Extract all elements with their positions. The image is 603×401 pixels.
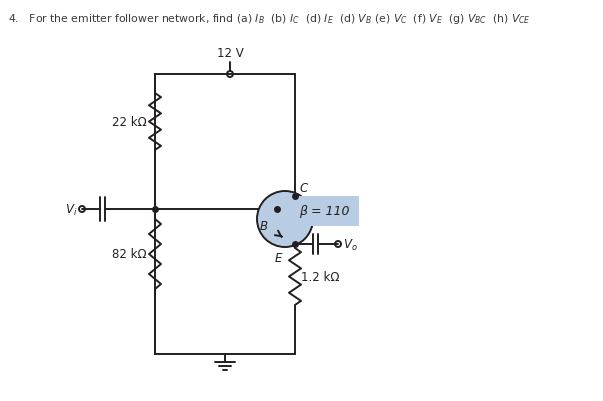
- Text: $V_o$: $V_o$: [343, 237, 358, 252]
- Text: 22 kΩ: 22 kΩ: [112, 116, 147, 129]
- Text: 1.2 kΩ: 1.2 kΩ: [301, 270, 339, 283]
- Circle shape: [257, 192, 313, 247]
- Text: C: C: [299, 182, 308, 194]
- Text: E: E: [274, 251, 282, 264]
- Text: 12 V: 12 V: [216, 47, 244, 60]
- Text: 4.   For the emitter follower network, find (a) $I_B$  (b) $I_C$  (d) $I_E$  (d): 4. For the emitter follower network, fin…: [8, 12, 531, 26]
- Text: 82 kΩ: 82 kΩ: [112, 248, 147, 261]
- FancyBboxPatch shape: [289, 196, 359, 227]
- Text: $V_i$: $V_i$: [65, 202, 77, 217]
- Text: B: B: [260, 219, 268, 233]
- Text: β = 110: β = 110: [298, 205, 349, 218]
